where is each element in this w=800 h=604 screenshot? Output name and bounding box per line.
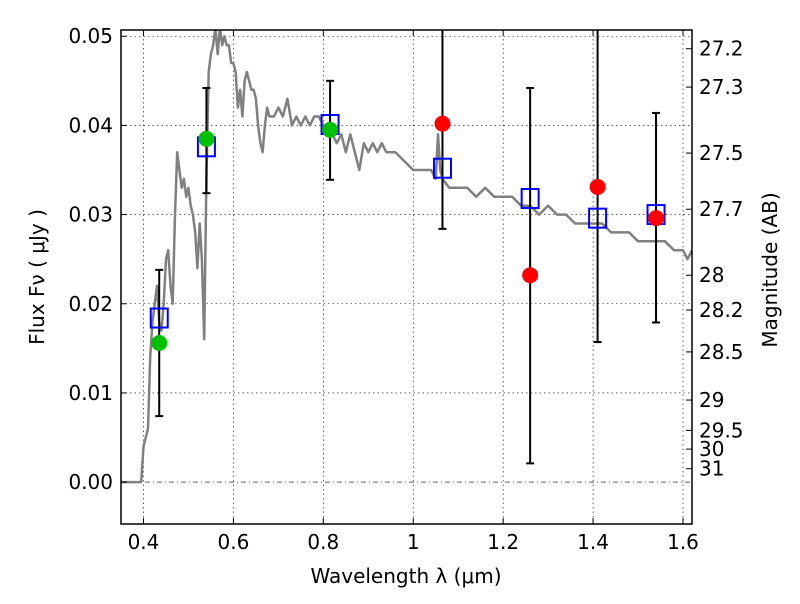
model-square-marker: [149, 307, 169, 329]
right-tick-label: 29: [699, 388, 724, 412]
y-tick-label: 0.02: [68, 292, 113, 316]
y-tick-label: 0.00: [68, 470, 113, 494]
model-square-marker: [588, 207, 608, 229]
y-tick-label: 0.05: [68, 24, 113, 48]
red-circle-marker: [648, 210, 665, 227]
y-axis-label: Flux Fν ( μJy ): [25, 209, 49, 345]
right-tick-label: 30: [699, 437, 724, 461]
model-square-marker: [432, 157, 452, 179]
right-tick-label: 28: [699, 263, 724, 287]
y-tick-label: 0.04: [68, 113, 113, 137]
right-tick-label: 29.5: [699, 418, 744, 442]
red-circle-marker: [522, 267, 539, 284]
x-tick-label: 1.2: [487, 530, 519, 554]
right-tick-label: 31: [699, 457, 724, 481]
x-axis-label: Wavelength λ (μm): [310, 564, 501, 588]
red-circle-marker: [434, 115, 451, 132]
green-circle-marker: [198, 130, 215, 147]
ticks: 0.4 0.6 0.8 1 1.2 1.4 1.6 0.00 0.01 0.02 0.03 0.04 0…: [68, 24, 743, 554]
x-tick-label: 0.8: [307, 530, 339, 554]
axes-frame: [120, 29, 693, 525]
y-tick-label: 0.03: [68, 203, 113, 227]
green-circle-marker: [322, 121, 339, 138]
right-tick-label: 27.3: [699, 75, 744, 99]
right-tick-label: 28.5: [699, 340, 744, 364]
right-tick-label: 27.5: [699, 141, 744, 165]
right-tick-label: 28.2: [699, 298, 744, 322]
right-tick-label: 27.2: [699, 37, 744, 61]
right-tick-label: 27.7: [699, 197, 744, 221]
green-circle-marker: [151, 334, 168, 351]
x-tick-label: 0.4: [128, 530, 160, 554]
red-circle-marker: [589, 178, 606, 195]
plot-area: [121, 30, 692, 484]
spectrum-line: [121, 30, 692, 484]
x-tick-label: 1.4: [577, 530, 609, 554]
x-tick-label: 0.6: [217, 530, 249, 554]
x-tick-label: 1.6: [667, 530, 699, 554]
y-axis-right-label: Magnitude (AB): [758, 192, 782, 347]
x-tick-label: 1: [407, 530, 420, 554]
y-tick-label: 0.01: [68, 381, 113, 405]
model-square-marker: [520, 188, 540, 210]
